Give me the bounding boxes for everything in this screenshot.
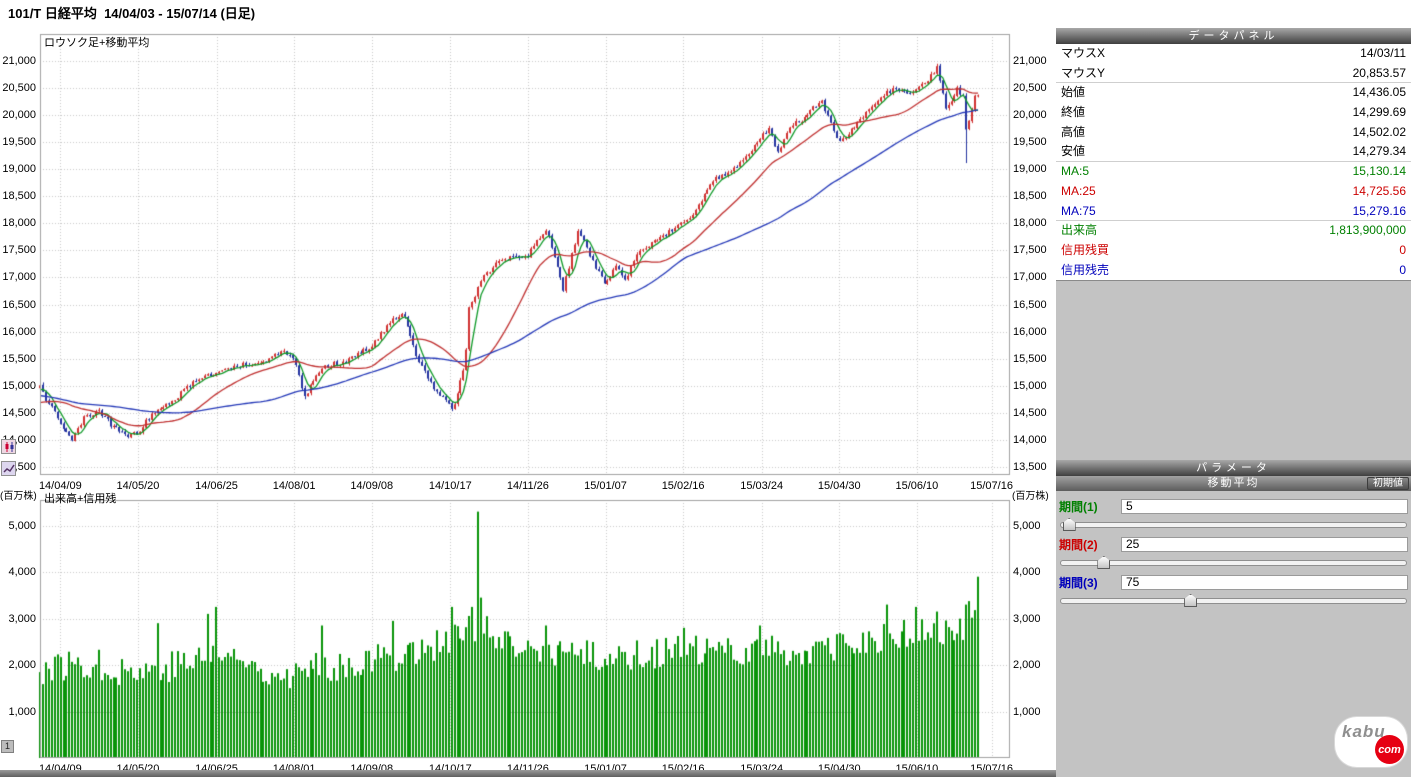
data-panel-row-value: 14,725.56	[1352, 183, 1406, 198]
data-panel-row: 信用残買 0	[1056, 240, 1411, 261]
data-panel-row-label: 高値	[1061, 124, 1086, 139]
param-label: 期間(2)	[1059, 537, 1098, 552]
slider-track[interactable]	[1060, 598, 1407, 604]
slider-thumb[interactable]	[1184, 594, 1198, 607]
volume-unit-right: (百万株)	[1012, 491, 1049, 502]
data-panel-row: 信用残売 0	[1056, 260, 1411, 281]
param-value-field[interactable]: 25	[1121, 536, 1408, 552]
data-panel-row-label: 終値	[1061, 105, 1086, 120]
page-indicator[interactable]: 1	[1, 740, 14, 753]
data-panel-row-label: マウスY	[1061, 65, 1106, 80]
data-panel-row-label: MA:25	[1061, 183, 1096, 198]
data-panel-row: 終値 14,299.69	[1056, 103, 1411, 123]
data-panel-row-value: 0	[1399, 242, 1406, 257]
candlestick-mode-icon[interactable]	[1, 439, 16, 454]
slider-thumb[interactable]	[1062, 518, 1076, 531]
logo-kabu-text: kabu	[1342, 722, 1386, 741]
data-panel-header: データパネル	[1056, 28, 1411, 44]
param-row: 期間(3) 75	[1059, 574, 1408, 590]
data-panel-row: 安値 14,279.34	[1056, 142, 1411, 163]
candlestick-glyph	[5, 441, 13, 452]
param-slider[interactable]	[1060, 555, 1407, 570]
param-value-field[interactable]: 5	[1121, 498, 1408, 514]
param-slider[interactable]	[1060, 517, 1407, 532]
data-panel-row-value: 1,813,900,000	[1329, 223, 1406, 238]
slider-thumb[interactable]	[1097, 556, 1111, 569]
chart-area: ロウソク足+移動平均 出来高+信用残 (百万株) (百万株) 21,000 21,…	[0, 28, 1056, 777]
data-panel-row-label: 始値	[1061, 85, 1086, 100]
data-panel-row-label: MA:5	[1061, 164, 1090, 179]
slider-track[interactable]	[1060, 560, 1407, 566]
param-value-field[interactable]: 75	[1121, 574, 1408, 590]
data-panel-row-label: 信用残買	[1061, 242, 1110, 257]
right-panel: データパネル マウスX 14/03/11 マウスY 20,853.57 始値 14,436…	[1056, 28, 1411, 777]
price-volume-canvas[interactable]	[0, 28, 1056, 777]
data-panel-row-value: 0	[1399, 262, 1406, 277]
volume-chart-label: 出来高+信用残	[44, 493, 117, 505]
data-panel-row: マウスX 14/03/11	[1056, 44, 1411, 64]
data-panel-row: 始値 14,436.05	[1056, 83, 1411, 104]
data-panel-row-label: 信用残売	[1061, 262, 1110, 277]
line-chart-glyph	[2, 464, 15, 473]
data-panel-row-value: 15,279.16	[1352, 203, 1406, 218]
data-panel-row: MA:75 15,279.16	[1056, 201, 1411, 222]
data-panel-row-label: 安値	[1061, 144, 1086, 159]
data-panel-row-value: 14/03/11	[1360, 46, 1406, 60]
main-chart-label: ロウソク足+移動平均	[44, 37, 150, 49]
param-label: 期間(1)	[1059, 499, 1098, 514]
logo-com-text: com	[1378, 743, 1401, 756]
parameter-section: パラメータ 移動平均 初期値 期間(1) 5 期間(2) 25 期間(3) 75	[1056, 460, 1411, 612]
data-panel-row-label: 出来高	[1061, 223, 1098, 238]
data-panel-row-value: 20,853.57	[1352, 65, 1406, 80]
data-panel-row-label: マウスX	[1061, 46, 1106, 60]
slider-list: 期間(1) 5 期間(2) 25 期間(3) 75	[1056, 491, 1411, 608]
kabu-com-logo: kabu com	[1335, 717, 1407, 767]
data-panel-row: 出来高 1,813,900,000	[1056, 221, 1411, 241]
parameter-panel-header: パラメータ	[1056, 460, 1411, 476]
data-panel-table: マウスX 14/03/11 マウスY 20,853.57 始値 14,436.05 終値 14…	[1056, 44, 1411, 282]
window-title: 101/T 日経平均 14/04/03 - 15/07/14 (日足)	[8, 6, 256, 21]
reset-defaults-button[interactable]: 初期値	[1367, 477, 1409, 490]
bottom-scrollbar[interactable]	[0, 770, 1056, 777]
param-row: 期間(1) 5	[1059, 498, 1408, 514]
logo-bubble: kabu com	[1335, 717, 1407, 767]
param-row: 期間(2) 25	[1059, 536, 1408, 552]
param-slider[interactable]	[1060, 593, 1407, 608]
ma-group-title: 移動平均	[1207, 477, 1260, 489]
ma-group-bar: 移動平均 初期値	[1056, 476, 1411, 491]
data-panel-row-value: 14,279.34	[1352, 144, 1406, 159]
data-panel-row: 高値 14,502.02	[1056, 122, 1411, 143]
data-panel-row: マウスY 20,853.57	[1056, 63, 1411, 84]
data-panel-row-value: 14,436.05	[1352, 85, 1406, 100]
data-panel-row-value: 14,502.02	[1352, 124, 1406, 139]
data-panel-row-value: 15,130.14	[1352, 164, 1406, 179]
data-panel-row: MA:5 15,130.14	[1056, 162, 1411, 182]
data-panel-row: MA:25 14,725.56	[1056, 181, 1411, 202]
data-panel-row-label: MA:75	[1061, 203, 1096, 218]
logo-com-circle: com	[1375, 735, 1404, 764]
slider-track[interactable]	[1060, 522, 1407, 528]
line-mode-icon[interactable]	[1, 461, 16, 476]
volume-unit-left: (百万株)	[0, 491, 37, 502]
param-label: 期間(3)	[1059, 575, 1098, 590]
data-panel-row-value: 14,299.69	[1352, 105, 1406, 120]
